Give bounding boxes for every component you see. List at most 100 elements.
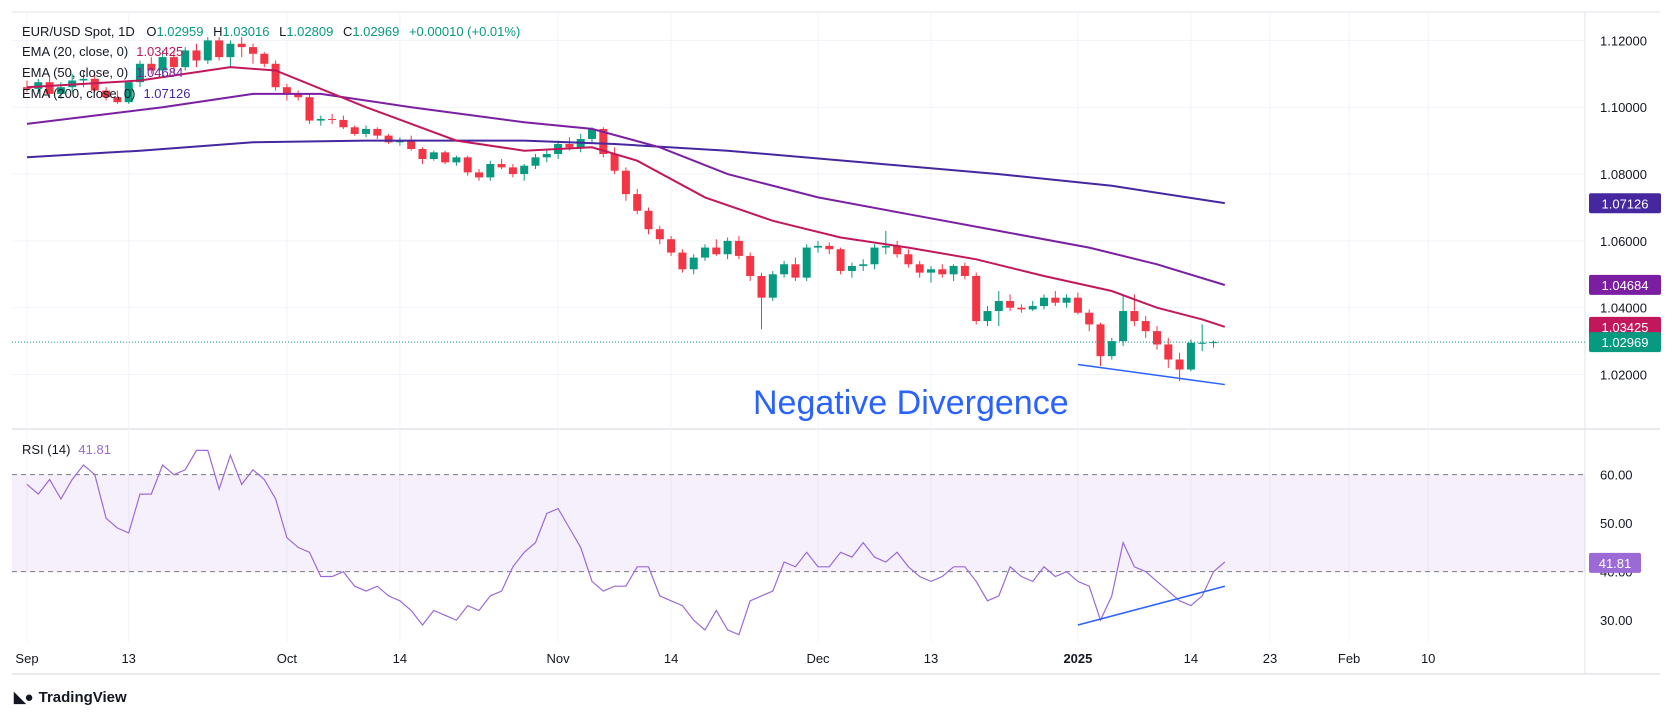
candle-body [328, 118, 337, 120]
x-tick-label: Oct [277, 651, 298, 666]
candle-body [588, 128, 596, 139]
price-label-box [1589, 316, 1661, 337]
change-value: +0.00010 (+0.01%) [408, 24, 521, 39]
ema200-legend[interactable]: EMA (200, close, 0) 1.07126 [22, 86, 190, 101]
candle-body [282, 87, 291, 94]
price-tick-label: 1.10000 [1600, 100, 1647, 115]
ema20-legend[interactable]: EMA (20, close, 0) 1.03425 [22, 44, 183, 59]
candle-body [723, 240, 732, 255]
candle-body [972, 275, 981, 322]
candle-body [316, 118, 325, 121]
candle-body [610, 154, 619, 171]
price-tick-label: 1.12000 [1600, 33, 1647, 48]
candle-body [418, 148, 427, 160]
candle-body [1175, 359, 1184, 370]
symbol-title[interactable]: EUR/USD Spot, 1D [22, 24, 135, 39]
price-tick-label: 1.02000 [1600, 368, 1647, 383]
rsi-label: RSI (14) [22, 442, 71, 457]
candle-body [780, 264, 789, 275]
candle-body [1119, 311, 1128, 342]
price-divergence-line [1077, 363, 1225, 386]
price-label-box [1589, 332, 1661, 353]
candle-body [215, 40, 224, 58]
candle-body [113, 97, 122, 103]
ema200-value: 1.07126 [143, 86, 191, 101]
candle-body [1186, 342, 1195, 370]
candle-body [746, 255, 755, 276]
candle-body [305, 97, 314, 121]
rsi-tick-label: 60.00 [1600, 468, 1633, 483]
price-tick-label: 1.08000 [1600, 167, 1647, 182]
candle-body [678, 252, 687, 270]
rsi-line [26, 449, 1226, 636]
x-tick-label: 13 [924, 651, 938, 666]
candle-body [825, 245, 834, 250]
candle-body [938, 269, 947, 275]
candle-body [667, 239, 676, 253]
price-tick-label: 1.04000 [1600, 301, 1647, 316]
candle-body [655, 229, 664, 240]
candle-body [701, 247, 709, 258]
candle-body [915, 264, 924, 273]
candle-body [644, 210, 653, 230]
candle-body [463, 157, 472, 173]
high-label: H [213, 24, 223, 39]
candle-body [56, 87, 65, 94]
x-tick-label: 10 [1421, 651, 1435, 666]
candle-body [452, 157, 461, 163]
candle-body [124, 82, 133, 103]
candle-body [339, 119, 348, 128]
candle-body [271, 63, 280, 88]
tradingview-logo[interactable]: ◣● TradingView [14, 688, 127, 707]
close-value: 1.02969 [352, 24, 400, 39]
low-value: 1.02809 [286, 24, 334, 39]
x-tick-label: 14 [1184, 651, 1198, 666]
candle-body [904, 254, 913, 265]
rsi-tick-label: 50.00 [1600, 516, 1633, 531]
candle-body [531, 157, 540, 166]
candle-body [486, 164, 495, 178]
candle-body [441, 152, 450, 163]
candle-body [757, 275, 766, 298]
ema50-legend[interactable]: EMA (50, close, 0) 1.04684 [22, 65, 183, 80]
ema200-line [26, 139, 1225, 205]
price-label-text: 1.03425 [1602, 320, 1649, 335]
candle-body [542, 154, 551, 158]
candle-body [429, 152, 438, 160]
candle-body [802, 247, 811, 278]
candle-body [147, 63, 156, 71]
candle-body [362, 128, 370, 134]
rsi-tick-label: 30.00 [1600, 613, 1633, 628]
ema20-label: EMA (20, close, 0) [22, 44, 129, 59]
candle-body [994, 301, 1003, 312]
brand-name: TradingView [38, 688, 127, 706]
candle-body [1073, 297, 1082, 313]
candle-body [192, 50, 201, 61]
rsi-divergence-line [1077, 585, 1225, 626]
rsi-legend[interactable]: RSI (14) 41.81 [22, 442, 111, 457]
candle-body [983, 311, 992, 322]
candle-body [90, 78, 99, 91]
candle-body [1096, 324, 1105, 357]
candle-body [814, 245, 822, 248]
candle-body [508, 167, 517, 175]
open-value: 1.02959 [156, 24, 204, 39]
candle-body [373, 128, 382, 136]
candle-body [384, 135, 393, 143]
open-label: O [146, 24, 157, 39]
candle-body [1130, 311, 1139, 322]
candle-body [565, 143, 574, 148]
x-tick-label: Nov [547, 651, 571, 666]
candle-body [621, 170, 630, 195]
candle-body [520, 165, 529, 175]
x-tick-label: 14 [664, 651, 678, 666]
high-value: 1.03016 [222, 24, 270, 39]
candle-body [1051, 297, 1060, 303]
candlestick-series [23, 37, 1218, 382]
candle-body [23, 87, 31, 89]
x-tick-label: 13 [121, 651, 135, 666]
candle-body [475, 172, 483, 178]
candle-body [1107, 341, 1116, 357]
low-label: L [279, 24, 287, 39]
